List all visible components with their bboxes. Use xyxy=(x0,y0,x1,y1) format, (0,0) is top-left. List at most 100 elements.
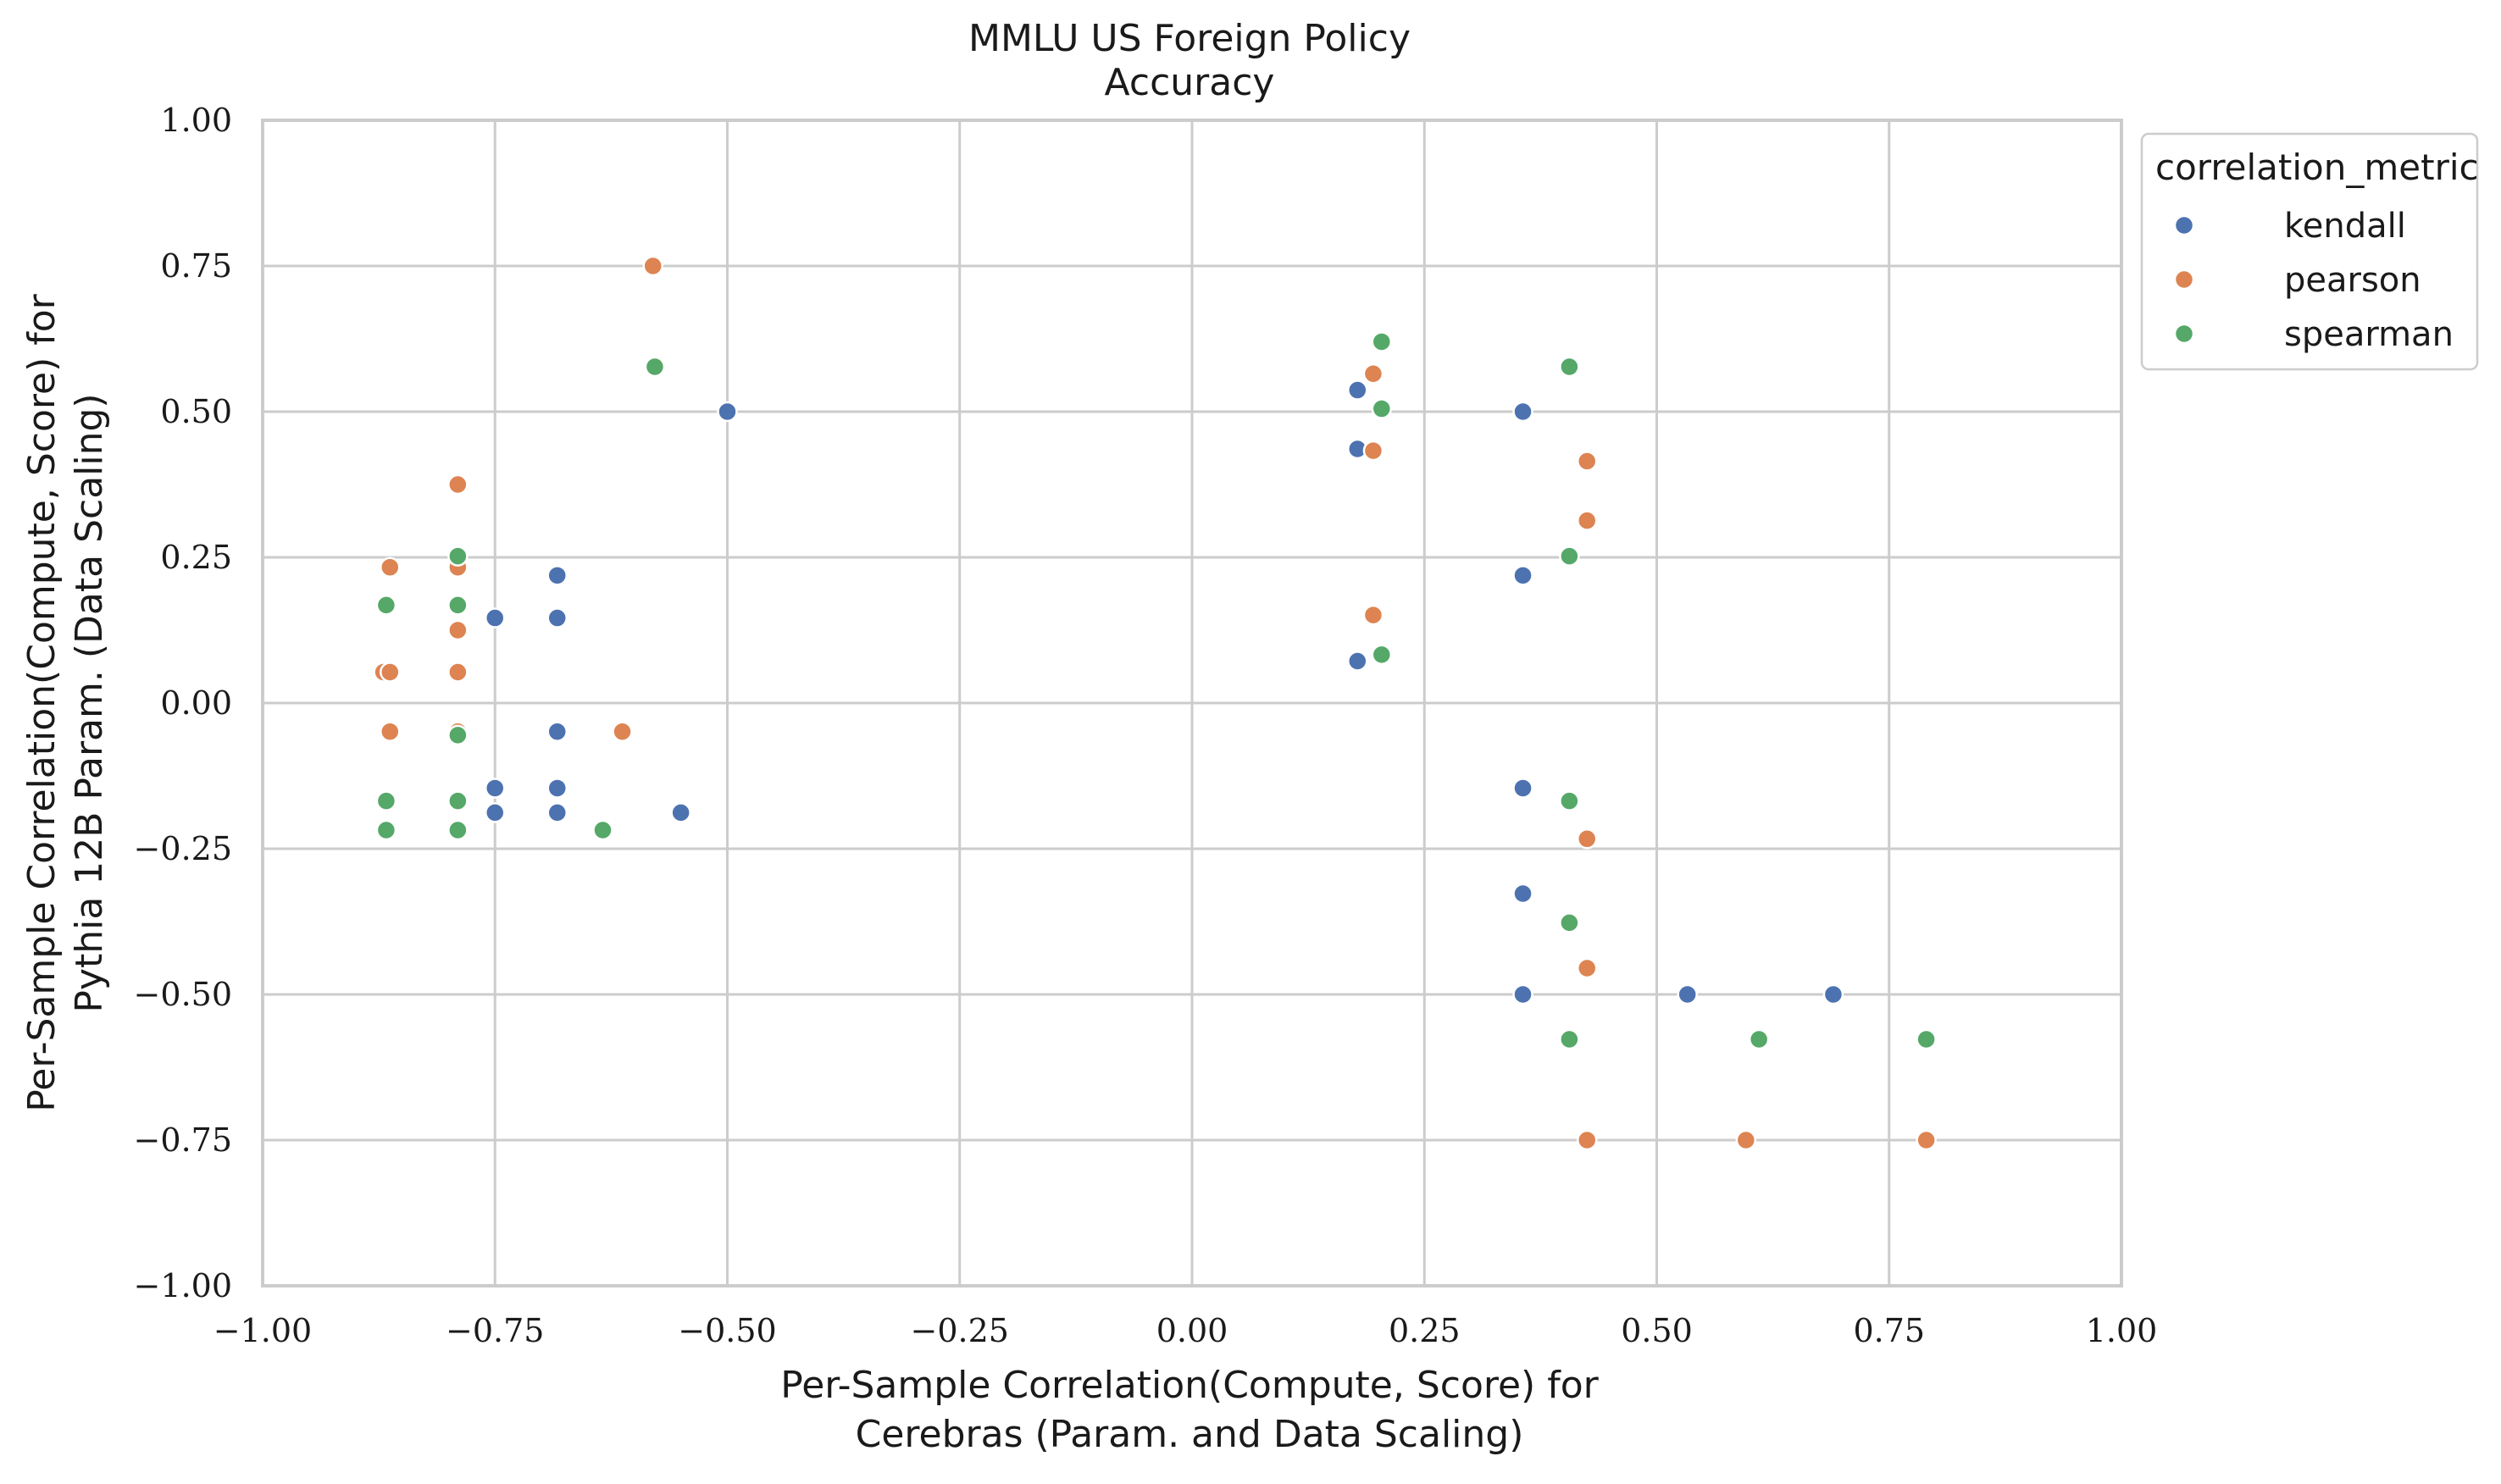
pearson-point xyxy=(1576,1129,1598,1151)
x-tick-label: −1.00 xyxy=(214,1312,312,1349)
legend-entries: kendall pearson spearman xyxy=(2173,207,2454,354)
kendall-point xyxy=(485,802,506,823)
chart-title-group: MMLU US Foreign Policy Accuracy xyxy=(968,17,1411,104)
pearson-point xyxy=(447,662,469,683)
x-tick-label: 0.00 xyxy=(1156,1312,1228,1349)
pearson-point xyxy=(1362,363,1384,385)
spearman-point xyxy=(1559,1028,1580,1050)
kendall-point xyxy=(1512,983,1533,1005)
pearson-point xyxy=(1576,510,1598,531)
y-tick-label: 0.25 xyxy=(160,539,232,576)
x-axis-label: Per-Sample Correlation(Compute, Score) f… xyxy=(780,1364,1599,1456)
y-tick-label: −0.25 xyxy=(134,830,232,867)
pearson-point xyxy=(642,255,663,277)
spearman-point xyxy=(1371,644,1393,666)
legend: correlation_metric kendall pearson spearma… xyxy=(2140,132,2479,371)
pearson-point xyxy=(612,721,633,742)
x-tick-label: 0.50 xyxy=(1621,1312,1693,1349)
kendall-point xyxy=(546,565,568,586)
spearman-point xyxy=(1559,912,1580,933)
y-tick-label: 0.75 xyxy=(160,247,232,285)
pearson-point xyxy=(1362,440,1384,462)
spearman-point xyxy=(375,595,397,616)
x-tick-label: 0.25 xyxy=(1389,1312,1461,1349)
kendall-point xyxy=(546,802,568,823)
spearman-point xyxy=(592,819,613,841)
spearman-point xyxy=(1559,356,1580,378)
plot-border xyxy=(261,119,2123,1287)
kendall-point xyxy=(1347,651,1368,672)
pearson-point xyxy=(1362,604,1384,626)
spearman-point xyxy=(447,545,469,567)
kendall-point xyxy=(1512,883,1533,905)
kendall-point xyxy=(485,778,506,799)
kendall-point xyxy=(485,607,506,628)
data-points xyxy=(373,255,1937,1151)
spearman-point xyxy=(644,356,666,378)
spearman-point xyxy=(1559,545,1580,567)
x-tick-label: 0.75 xyxy=(1853,1312,1925,1349)
spearman-point xyxy=(1371,331,1393,352)
y-axis-label-line-1: Per-Sample Correlation(Compute, Score) f… xyxy=(20,293,64,1111)
spearman-point xyxy=(447,724,469,746)
y-axis-label-line-2: Pythia 12B Param. (Data Scaling) xyxy=(68,393,111,1012)
spearman-point xyxy=(447,595,469,616)
legend-box xyxy=(2140,132,2479,371)
legend-label-pearson: pearson xyxy=(2284,261,2421,300)
pearson-point xyxy=(447,619,469,641)
kendall-point xyxy=(546,607,568,628)
legend-marker-kendall xyxy=(2173,214,2195,236)
spearman-point xyxy=(447,819,469,841)
spearman-point xyxy=(1748,1028,1770,1050)
y-tick-label: −1.00 xyxy=(134,1267,232,1304)
legend-marker-spearman xyxy=(2173,323,2195,345)
spearman-point xyxy=(1559,790,1580,811)
pearson-point xyxy=(1576,957,1598,979)
legend-marker-pearson xyxy=(2173,269,2195,291)
legend-label-spearman: spearman xyxy=(2284,315,2454,354)
pearson-point xyxy=(380,721,401,742)
x-axis-label-line-2: Cerebras (Param. and Data Scaling) xyxy=(856,1413,1524,1456)
pearson-point xyxy=(380,556,401,578)
y-tick-label: 1.00 xyxy=(160,102,232,139)
kendall-point xyxy=(1677,983,1698,1005)
spearman-point xyxy=(1916,1028,1937,1050)
y-axis-label: Per-Sample Correlation(Compute, Score) f… xyxy=(20,293,111,1111)
chart-subtitle: Accuracy xyxy=(1105,61,1275,104)
x-tick-label: 1.00 xyxy=(2086,1312,2158,1349)
kendall-point xyxy=(670,802,691,823)
x-tick-label: −0.25 xyxy=(911,1312,1009,1349)
pearson-point xyxy=(1576,828,1598,850)
spearman-point xyxy=(375,819,397,841)
grid-lines xyxy=(261,119,2123,1287)
spearman-point xyxy=(447,790,469,811)
y-tick-labels: −1.00 −0.75 −0.50 −0.25 0.00 0.25 0.50 0.75 1.00 xyxy=(134,102,232,1304)
legend-label-kendall: kendall xyxy=(2284,207,2406,246)
pearson-point xyxy=(447,473,469,496)
x-tick-labels: −1.00 −0.75 −0.50 −0.25 0.00 0.25 0.50 0.75 1.00 xyxy=(214,1312,2158,1349)
y-tick-label: −0.75 xyxy=(134,1121,232,1159)
kendall-point xyxy=(1512,565,1533,586)
y-tick-label: −0.50 xyxy=(134,976,232,1013)
chart-title: MMLU US Foreign Policy xyxy=(968,17,1411,60)
spearman-point xyxy=(1371,398,1393,419)
pearson-point xyxy=(1916,1129,1937,1151)
y-tick-label: 0.00 xyxy=(160,684,232,722)
pearson-point xyxy=(380,662,401,683)
x-tick-label: −0.50 xyxy=(678,1312,776,1349)
x-tick-label: −0.75 xyxy=(446,1312,544,1349)
kendall-point xyxy=(1822,983,1844,1005)
pearson-point xyxy=(1735,1129,1757,1151)
x-axis-label-line-1: Per-Sample Correlation(Compute, Score) f… xyxy=(780,1364,1599,1407)
spearman-point xyxy=(375,790,397,811)
kendall-point xyxy=(546,721,568,742)
kendall-point xyxy=(1512,778,1533,799)
kendall-point xyxy=(1347,379,1368,401)
kendall-point xyxy=(1512,401,1533,423)
plot-frame xyxy=(261,119,2123,1287)
y-tick-label: 0.50 xyxy=(160,393,232,430)
legend-title: correlation_metric xyxy=(2155,147,2479,188)
kendall-point xyxy=(717,401,738,423)
pearson-point xyxy=(1576,451,1598,472)
